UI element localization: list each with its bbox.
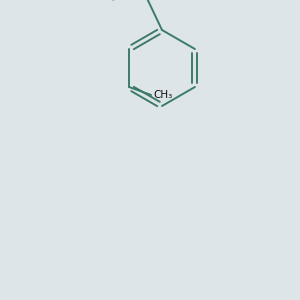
Text: CH₃: CH₃ [153, 90, 172, 100]
Text: O: O [99, 0, 109, 4]
